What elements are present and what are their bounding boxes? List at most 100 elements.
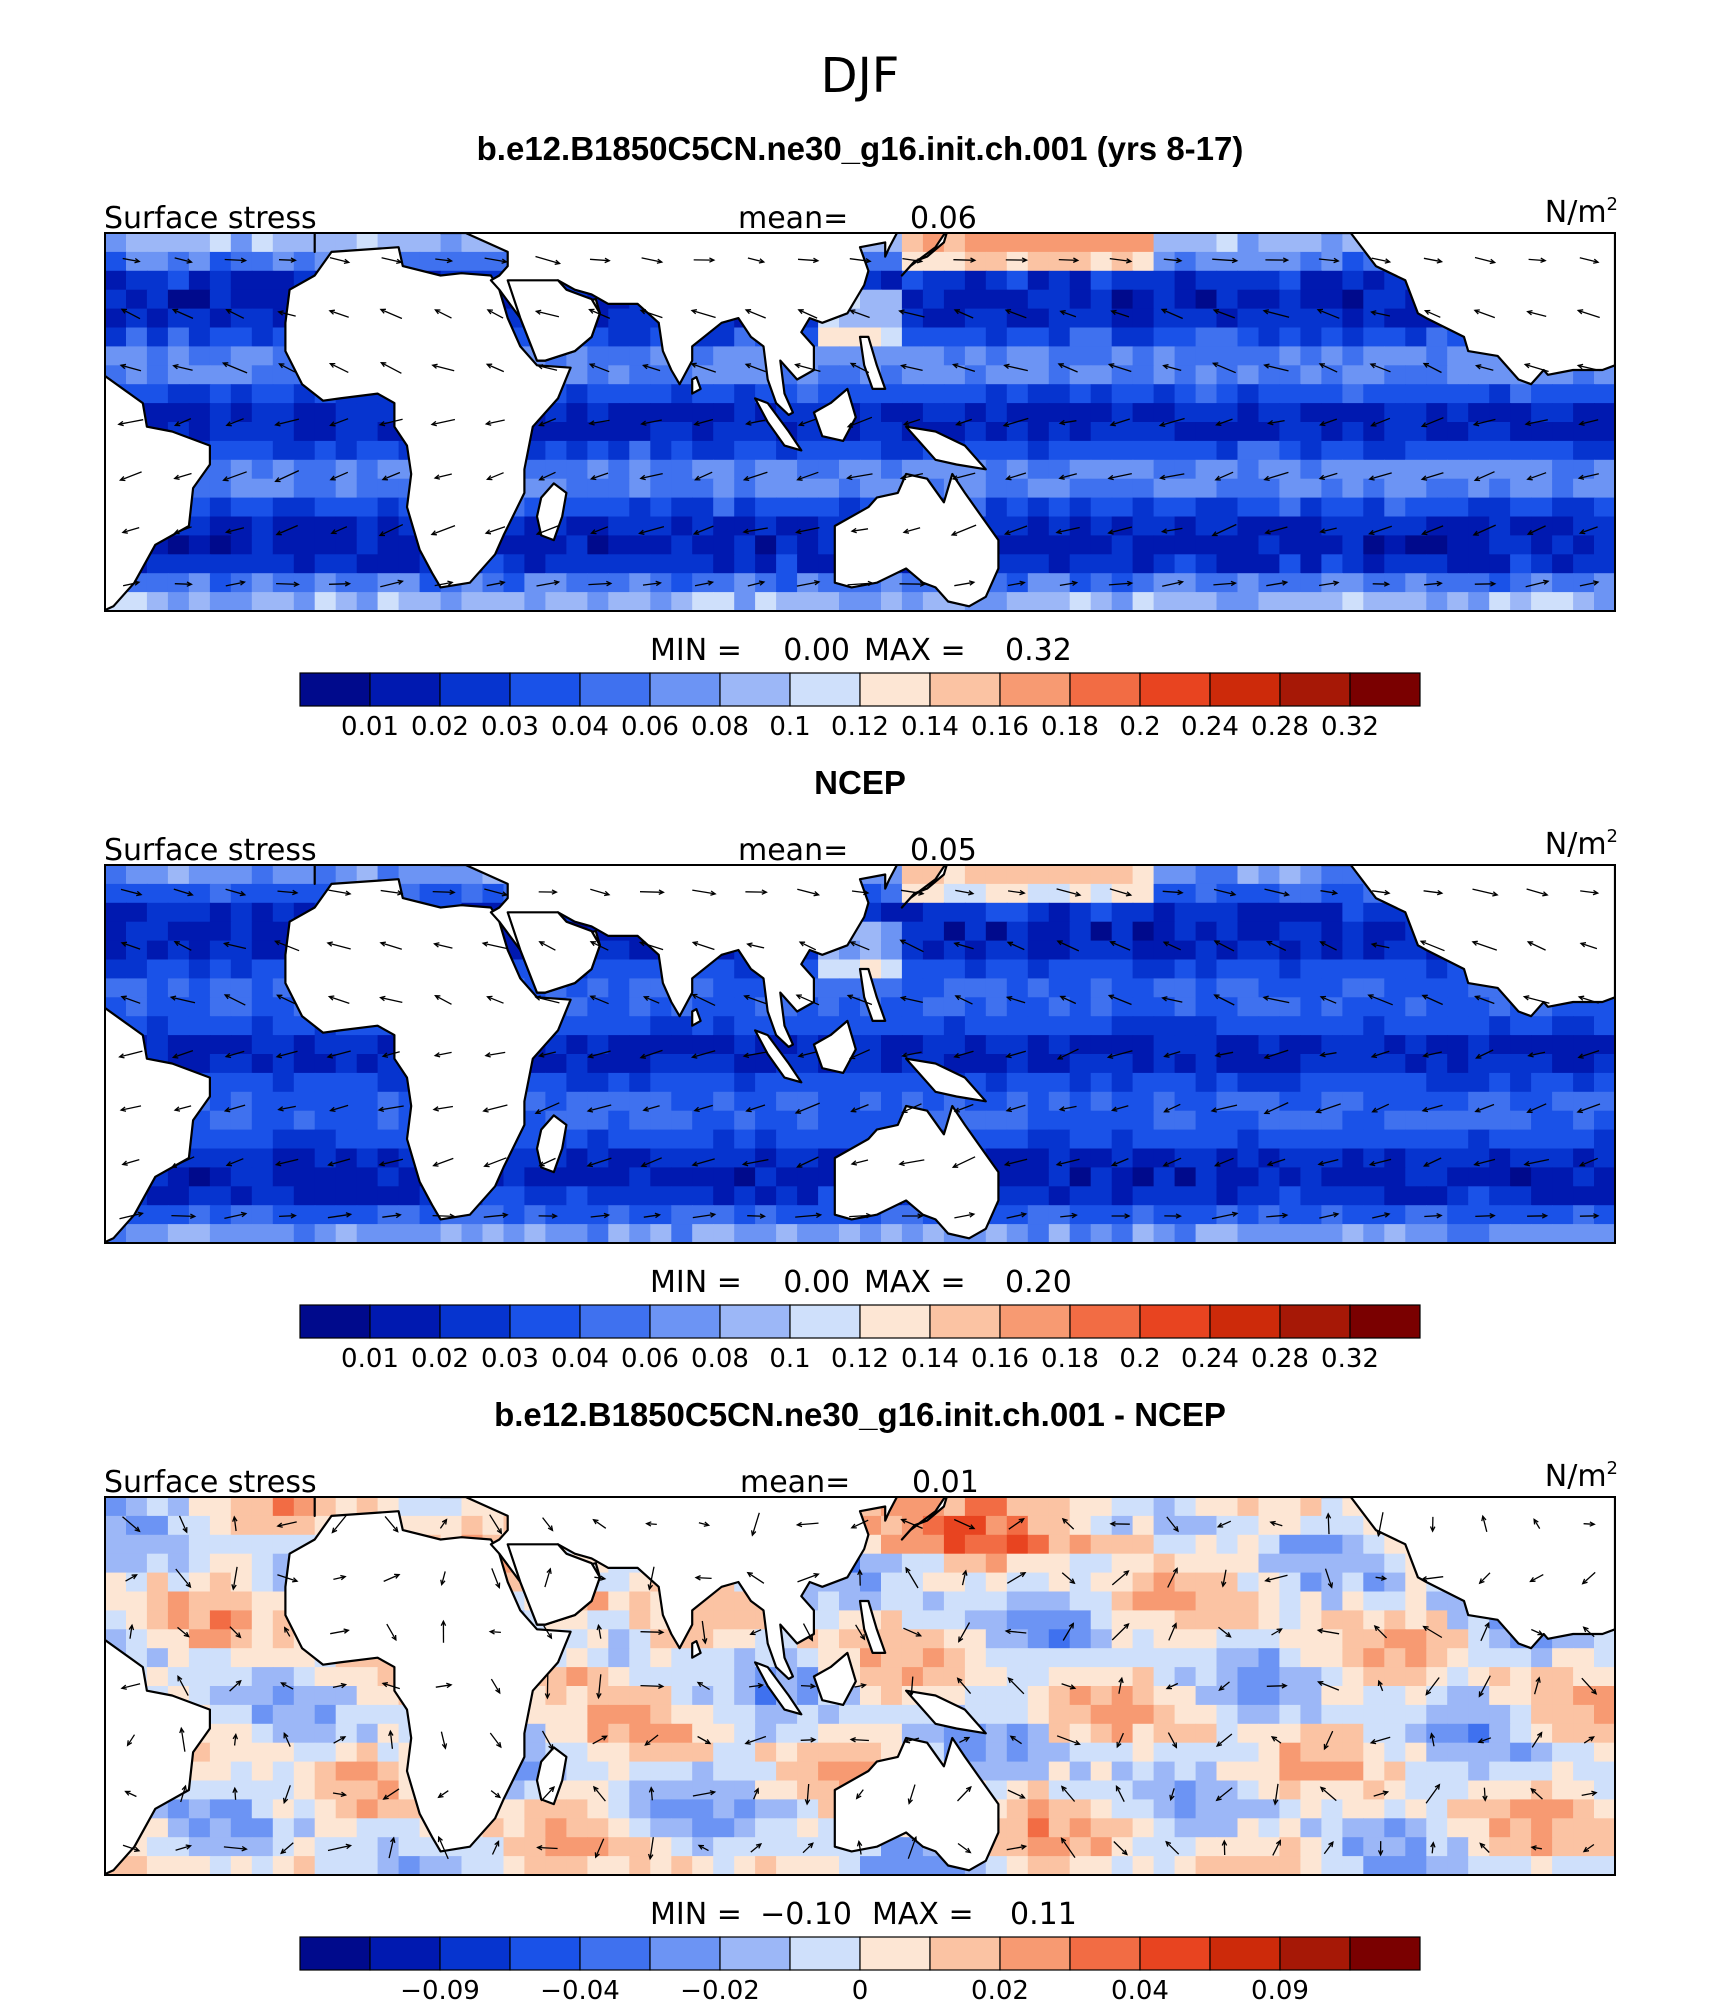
colorbar-tick-label: 0.06 bbox=[621, 1344, 679, 1374]
colorbar-box bbox=[1279, 672, 1351, 707]
colorbar-box bbox=[789, 672, 861, 707]
colorbar-tick-label: −0.09 bbox=[400, 1976, 480, 2006]
units-label: N/m2 bbox=[1545, 194, 1618, 230]
min-label: MIN = bbox=[650, 633, 742, 668]
min-value: −0.10 bbox=[760, 1897, 852, 1932]
colorbar-tick-label: 0.18 bbox=[1041, 712, 1099, 742]
colorbar-tick-label: 0.02 bbox=[971, 1976, 1029, 2006]
season-title: DJF bbox=[821, 48, 900, 104]
mean-label: mean= bbox=[740, 1465, 850, 1500]
colorbar-box bbox=[1209, 672, 1281, 707]
max-value: 0.20 bbox=[1005, 1265, 1072, 1300]
units-label: N/m2 bbox=[1545, 1458, 1618, 1494]
panel-title: b.e12.B1850C5CN.ne30_g16.init.ch.001 - N… bbox=[494, 1396, 1226, 1433]
colorbar-tick-label: 0.12 bbox=[831, 1344, 889, 1374]
colorbar-box bbox=[299, 1304, 371, 1339]
colorbar-tick-label: 0.04 bbox=[1111, 1976, 1169, 2006]
map-frame bbox=[104, 1496, 1616, 1876]
colorbar-box bbox=[649, 1936, 721, 1971]
colorbar-tick-label: −0.02 bbox=[680, 1976, 760, 2006]
colorbar-box bbox=[789, 1304, 861, 1339]
colorbar-box bbox=[439, 1936, 511, 1971]
mean-value: 0.05 bbox=[910, 833, 977, 868]
colorbar-tick-label: 0.03 bbox=[481, 712, 539, 742]
colorbar-box bbox=[299, 1936, 371, 1971]
colorbar-box bbox=[509, 1936, 581, 1971]
mean-value: 0.06 bbox=[910, 201, 977, 236]
colorbar-box bbox=[789, 1936, 861, 1971]
min-value: 0.00 bbox=[783, 1265, 850, 1300]
max-label: MAX = bbox=[864, 633, 966, 668]
colorbar-tick-label: 0.02 bbox=[411, 712, 469, 742]
variable-label: Surface stress bbox=[104, 833, 317, 868]
colorbar-tick-label: 0.09 bbox=[1251, 1976, 1309, 2006]
colorbar-box bbox=[439, 1304, 511, 1339]
colorbar-box bbox=[1139, 1304, 1211, 1339]
colorbar-box bbox=[929, 1936, 1001, 1971]
colorbar-box bbox=[859, 1936, 931, 1971]
colorbar-box bbox=[1069, 1936, 1141, 1971]
colorbar-tick-label: 0.24 bbox=[1181, 712, 1239, 742]
colorbar-box bbox=[369, 1936, 441, 1971]
colorbar-box bbox=[1069, 1304, 1141, 1339]
panel-title: b.e12.B1850C5CN.ne30_g16.init.ch.001 (yr… bbox=[477, 130, 1244, 167]
colorbar-tick-label: −0.04 bbox=[540, 1976, 620, 2006]
min-value: 0.00 bbox=[783, 633, 850, 668]
colorbar-tick-label: 0.2 bbox=[1119, 712, 1160, 742]
colorbar-box bbox=[579, 1936, 651, 1971]
colorbar-box bbox=[649, 1304, 721, 1339]
colorbar-tick-label: 0.32 bbox=[1321, 1344, 1379, 1374]
colorbar-box bbox=[1279, 1936, 1351, 1971]
colorbar-tick-label: 0.2 bbox=[1119, 1344, 1160, 1374]
colorbar-tick-label: 0.04 bbox=[551, 1344, 609, 1374]
colorbar-box bbox=[1209, 1936, 1281, 1971]
map-area bbox=[105, 865, 1615, 1243]
colorbar-box bbox=[1279, 1304, 1351, 1339]
max-label: MAX = bbox=[872, 1897, 974, 1932]
colorbar-box bbox=[859, 1304, 931, 1339]
max-label: MAX = bbox=[864, 1265, 966, 1300]
colorbar-tick-label: 0.1 bbox=[769, 1344, 810, 1374]
colorbar-tick-label: 0.04 bbox=[551, 712, 609, 742]
min-label: MIN = bbox=[650, 1265, 742, 1300]
colorbar-box bbox=[719, 1304, 791, 1339]
colorbar: −0.09 −0.04 −0.02 0 0.02 0.04 0.09 bbox=[299, 1936, 1421, 2006]
colorbar-box bbox=[1209, 1304, 1281, 1339]
colorbar-tick-label: 0.08 bbox=[691, 1344, 749, 1374]
colorbar-box bbox=[719, 672, 791, 707]
colorbar-box bbox=[1139, 672, 1211, 707]
colorbar-tick-label: 0.28 bbox=[1251, 712, 1309, 742]
colorbar-tick-label: 0.1 bbox=[769, 712, 810, 742]
variable-label: Surface stress bbox=[104, 201, 317, 236]
colorbar-box bbox=[929, 672, 1001, 707]
colorbar-tick-label: 0.14 bbox=[901, 1344, 959, 1374]
colorbar-tick-label: 0.24 bbox=[1181, 1344, 1239, 1374]
colorbar-box bbox=[999, 1304, 1071, 1339]
colorbar-tick-label: 0.01 bbox=[341, 1344, 399, 1374]
colorbar-box bbox=[509, 1304, 581, 1339]
colorbar: 0.01 0.02 0.03 0.04 0.06 0.08 0.1 0.12 0.14 0.16 0… bbox=[299, 672, 1421, 742]
colorbar-tick-label: 0.01 bbox=[341, 712, 399, 742]
colorbar-tick-label: 0.18 bbox=[1041, 1344, 1099, 1374]
colorbar-box bbox=[859, 672, 931, 707]
panel-difference: b.e12.B1850C5CN.ne30_g16.init.ch.001 - N… bbox=[104, 1396, 1618, 2006]
map-frame bbox=[104, 232, 1616, 612]
max-value: 0.11 bbox=[1010, 1897, 1077, 1932]
colorbar-box bbox=[1069, 672, 1141, 707]
colorbar-tick-label: 0.32 bbox=[1321, 712, 1379, 742]
colorbar-box bbox=[369, 1304, 441, 1339]
colorbar-box bbox=[999, 672, 1071, 707]
colorbar-box bbox=[579, 672, 651, 707]
mean-label: mean= bbox=[738, 833, 848, 868]
colorbar: 0.01 0.02 0.03 0.04 0.06 0.08 0.1 0.12 0.14 0.16 0… bbox=[299, 1304, 1421, 1374]
colorbar-tick-label: 0 bbox=[852, 1976, 869, 2006]
colorbar-box bbox=[999, 1936, 1071, 1971]
colorbar-tick-label: 0.28 bbox=[1251, 1344, 1309, 1374]
colorbar-box bbox=[649, 672, 721, 707]
units-label: N/m2 bbox=[1545, 826, 1618, 862]
map-area bbox=[105, 1497, 1615, 1875]
colorbar-tick-label: 0.16 bbox=[971, 1344, 1029, 1374]
colorbar-box bbox=[1349, 1936, 1421, 1971]
max-value: 0.32 bbox=[1005, 633, 1072, 668]
